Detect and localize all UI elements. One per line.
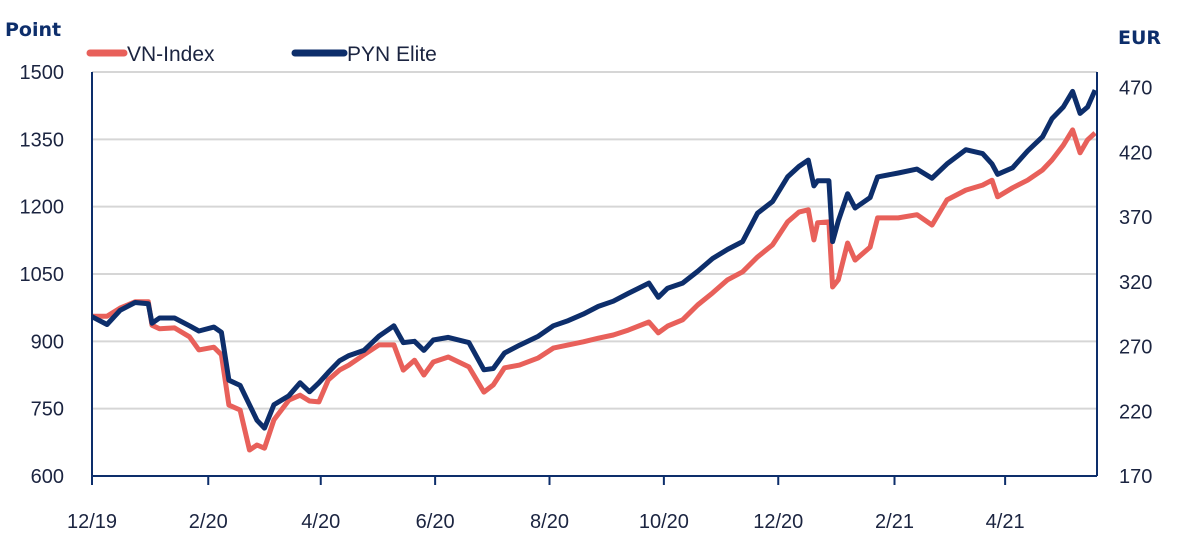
y-left-tick-label: 1350 <box>20 129 65 151</box>
y-left-tick-label: 1500 <box>20 62 65 84</box>
y-right-tick-label: 420 <box>1119 142 1152 164</box>
x-tick-label: 8/20 <box>530 511 569 533</box>
left-axis-unit: Point <box>5 19 61 41</box>
y-right-tick-label: 370 <box>1119 207 1152 229</box>
axes <box>91 72 1098 485</box>
right-axis-unit: EUR <box>1118 27 1161 49</box>
x-tick-label: 6/20 <box>416 511 455 533</box>
x-tick-label: 2/21 <box>875 511 914 533</box>
tick-labels: 1500 1350 1200 1050 900 750 600 470 420 370 320 270… <box>20 62 1153 533</box>
series-line-pyn-elite <box>90 88 1098 431</box>
x-tick-label: 12/19 <box>67 511 117 533</box>
legend: VN-Index PYN Elite <box>86 43 437 66</box>
y-left-tick-label: 750 <box>31 399 64 421</box>
legend-label-vn-index: VN-Index <box>127 43 215 66</box>
legend-label-pyn-elite: PYN Elite <box>347 43 437 66</box>
y-left-tick-label: 1200 <box>20 197 65 219</box>
x-tick-label: 12/20 <box>753 511 803 533</box>
y-right-tick-label: 470 <box>1119 78 1152 100</box>
x-tick-label: 2/20 <box>189 511 228 533</box>
y-right-tick-label: 220 <box>1119 401 1152 423</box>
series-line-vn-index <box>92 127 1097 453</box>
x-tick-label: 4/20 <box>301 511 340 533</box>
gridlines <box>92 71 1097 410</box>
x-tick-label: 4/21 <box>986 511 1025 533</box>
y-left-tick-label: 600 <box>31 466 64 488</box>
x-tick-label: 10/20 <box>639 511 689 533</box>
y-left-tick-label: 900 <box>31 331 64 353</box>
y-right-tick-label: 320 <box>1119 272 1152 294</box>
y-left-tick-label: 1050 <box>20 264 65 286</box>
series-lines <box>90 88 1098 453</box>
y-right-tick-label: 170 <box>1119 466 1152 488</box>
y-right-tick-label: 270 <box>1119 337 1152 359</box>
